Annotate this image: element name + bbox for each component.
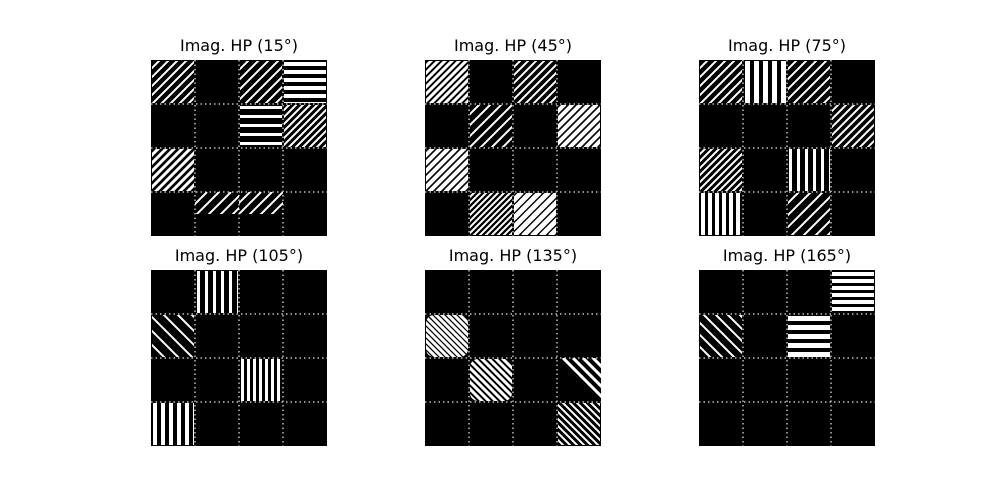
stripe-tile: [789, 149, 830, 191]
stripe-tile: [426, 315, 468, 357]
stripe-tile: [700, 149, 742, 191]
stripe-tile: [514, 193, 556, 235]
stripe-tile: [241, 359, 280, 401]
stripe-tile: [701, 193, 740, 235]
panel-title: Imag. HP (135°): [448, 246, 578, 265]
stripe-tile: [700, 61, 742, 103]
stripe-tile: [284, 105, 326, 147]
filter-response-image: [151, 270, 327, 446]
panel-title: Imag. HP (15°): [179, 36, 299, 55]
panel-title: Imag. HP (75°): [727, 36, 847, 55]
stripe-tile: [426, 149, 468, 191]
filter-response-image: [699, 60, 875, 236]
stripe-tile: [788, 316, 830, 357]
stripe-tile: [832, 272, 874, 311]
stripe-tile: [470, 359, 512, 401]
stripe-tile: [788, 193, 830, 235]
stripe-tile: [152, 149, 194, 191]
stripe-tile: [284, 62, 326, 103]
stripe-tile: [426, 61, 468, 103]
stripe-tile: [832, 105, 874, 147]
stripe-tile: [240, 61, 282, 103]
stripe-tile: [152, 315, 194, 357]
stripe-tile: [558, 403, 600, 445]
stripe-tile: [514, 61, 556, 103]
stripe-tile: [197, 271, 238, 313]
filter-response-image: [151, 60, 327, 236]
filter-response-image: [425, 270, 601, 446]
panel-title: Imag. HP (45°): [453, 36, 573, 55]
stripe-tile: [470, 105, 512, 147]
stripe-tile: [153, 403, 194, 445]
stripe-tile: [239, 192, 283, 214]
filter-response-image: [425, 60, 601, 236]
panel-title: Imag. HP (165°): [722, 246, 852, 265]
stripe-tile: [700, 315, 742, 357]
stripe-tile: [195, 192, 239, 214]
filter-response-image: [699, 270, 875, 446]
stripe-tile: [470, 193, 512, 235]
stripe-tile: [240, 106, 282, 145]
panel-title: Imag. HP (105°): [174, 246, 304, 265]
stripe-tile: [152, 61, 194, 103]
stripe-tile: [745, 61, 786, 103]
stripe-tile: [788, 61, 830, 103]
stripe-tile: [558, 105, 600, 147]
